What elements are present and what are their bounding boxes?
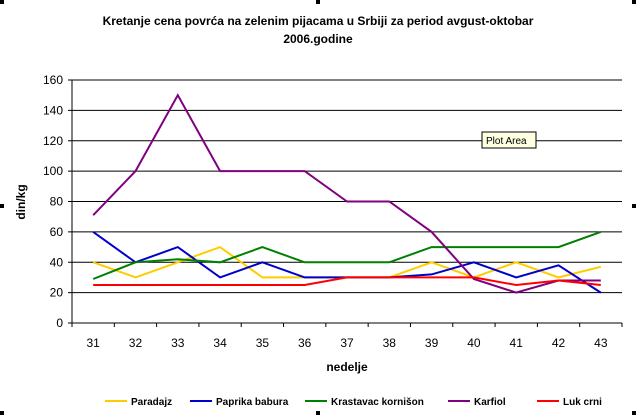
series-line [93, 276, 601, 287]
y-axis-title: din/kg [14, 184, 28, 219]
selection-handle-middle-left[interactable] [0, 204, 4, 208]
y-tick-label: 100 [43, 164, 63, 178]
series-line [92, 93, 601, 294]
legend-label: Paradajz [131, 397, 172, 408]
plot-area-tooltip: Plot Area [481, 131, 537, 149]
y-tick-label: 60 [50, 225, 64, 239]
x-axis-title: nedelje [326, 360, 368, 374]
selection-handle-bottom-center[interactable] [316, 411, 320, 415]
x-tick-label: 35 [256, 336, 270, 350]
x-tick-label: 43 [594, 336, 608, 350]
y-tick-label: 20 [50, 286, 64, 300]
selection-handle-middle-right[interactable] [632, 204, 636, 208]
y-tick-label: 40 [50, 255, 64, 269]
x-tick-label: 31 [86, 336, 100, 350]
x-tick-label: 36 [298, 336, 312, 350]
chart-title: Kretanje cena povrća na zelenim pijacama… [103, 14, 534, 46]
series-line [92, 230, 602, 280]
x-tick-label: 41 [510, 336, 524, 350]
legend-label: Karfiol [474, 397, 506, 408]
x-tick-label: 40 [467, 336, 481, 350]
legend-label: Krastavac kornišon [331, 397, 424, 408]
selection-handle-bottom-left[interactable] [0, 411, 4, 415]
selection-handle-top-right[interactable] [632, 0, 636, 4]
x-tick-label: 33 [171, 336, 185, 350]
y-tick-label: 80 [50, 195, 64, 209]
selection-handle-top-center[interactable] [316, 0, 320, 4]
x-tick-label: 37 [340, 336, 354, 350]
series-lines [92, 93, 602, 294]
tooltip-label: Plot Area [486, 136, 527, 147]
y-tick-label: 120 [43, 134, 63, 148]
x-axis-ticks: 31 32 33 34 35 36 37 38 39 40 41 42 43 [71, 323, 623, 350]
y-tick-label: 160 [43, 73, 63, 87]
chart-title-line-2: 2006.godine [283, 32, 353, 46]
y-axis-ticks: 0 20 40 60 80 100 120 140 160 [43, 73, 72, 330]
legend-label: Luk crni [563, 397, 602, 408]
legend-label: Paprika babura [216, 397, 289, 408]
tooltip-box [481, 131, 537, 149]
x-tick-label: 34 [213, 336, 227, 350]
x-tick-label: 32 [129, 336, 143, 350]
legend: Paradajz Paprika babura Krastavac kornišon… [105, 397, 602, 408]
gridlines [72, 79, 622, 294]
selection-handle-top-left[interactable] [0, 0, 4, 4]
x-tick-label: 38 [383, 336, 397, 350]
y-tick-label: 140 [43, 103, 63, 117]
y-tick-label: 0 [56, 316, 63, 330]
x-tick-label: 42 [552, 336, 566, 350]
chart-title-line-1: Kretanje cena povrća na zelenim pijacama… [103, 14, 534, 28]
x-tick-label: 39 [425, 336, 439, 350]
selection-handle-bottom-right[interactable] [632, 411, 636, 415]
